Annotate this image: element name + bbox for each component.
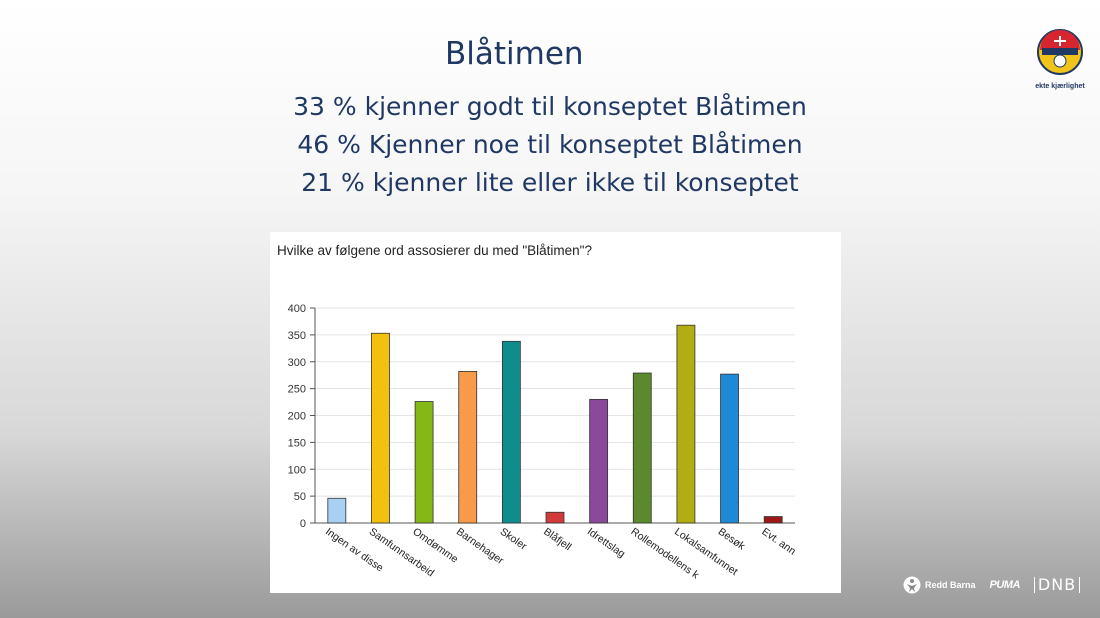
club-crest-icon	[1037, 29, 1083, 75]
y-tick-label: 50	[294, 491, 306, 503]
y-tick-label: 350	[288, 330, 306, 342]
x-tick-label: Skoler	[498, 526, 530, 553]
logo-caption: ekte kjærlighet	[1035, 83, 1085, 90]
bar-chart: Hvilke av følgene ord assosierer du med …	[277, 243, 798, 582]
stat-line-1: 33 % kjenner godt til konseptet Blåtimen	[293, 92, 807, 121]
stat-line-2: 46 % Kjenner noe til konseptet Blåtimen	[297, 130, 803, 159]
sponsor-puma: PUMA	[989, 579, 1021, 591]
sponsor-redd-barna-label: Redd Barna	[925, 580, 976, 590]
x-tick-label: Evt. ann	[759, 526, 798, 558]
bar-7	[589, 398, 609, 524]
bar-2	[371, 332, 390, 524]
bar-6	[545, 511, 565, 524]
stats-block: 33 % kjenner godt til konseptet Blåtimen…	[250, 88, 850, 202]
y-tick-label: 300	[288, 357, 306, 369]
x-tick-label: Idrettslag	[585, 526, 627, 561]
sponsor-dnb: DNB	[1033, 577, 1081, 593]
bar-5	[501, 340, 521, 524]
club-logo: ekte kjærlighet	[1030, 28, 1090, 90]
chart-panel: Hvilke av følgene ord assosierer du med …	[270, 232, 841, 593]
x-tick-label: Blåfjell	[541, 526, 573, 554]
chart-title: Hvilke av følgene ord assosierer du med …	[277, 243, 592, 258]
slide-title: Blåtimen	[445, 36, 584, 72]
y-tick-label: 0	[300, 518, 306, 530]
sponsor-bar: Redd Barna PUMA DNB	[903, 570, 1081, 600]
x-tick-label: Besøk	[716, 526, 748, 553]
y-tick-label: 200	[288, 411, 306, 423]
y-tick-label: 100	[288, 464, 306, 476]
y-tick-label: 150	[288, 437, 306, 449]
bar-10	[720, 373, 739, 524]
y-tick-label: 250	[288, 384, 306, 396]
x-tick-label: Barnehager	[454, 526, 506, 568]
bar-3	[414, 401, 434, 524]
bar-11	[763, 516, 783, 524]
stat-line-3: 21 % kjenner lite eller ikke til konsept…	[301, 168, 799, 197]
bar-8	[632, 372, 652, 524]
sponsor-redd-barna: Redd Barna	[903, 576, 976, 594]
bar-4	[458, 371, 478, 524]
bar-1	[327, 497, 347, 524]
bar-9	[676, 324, 696, 524]
redd-barna-icon	[903, 576, 921, 594]
y-tick-label: 400	[288, 303, 306, 315]
